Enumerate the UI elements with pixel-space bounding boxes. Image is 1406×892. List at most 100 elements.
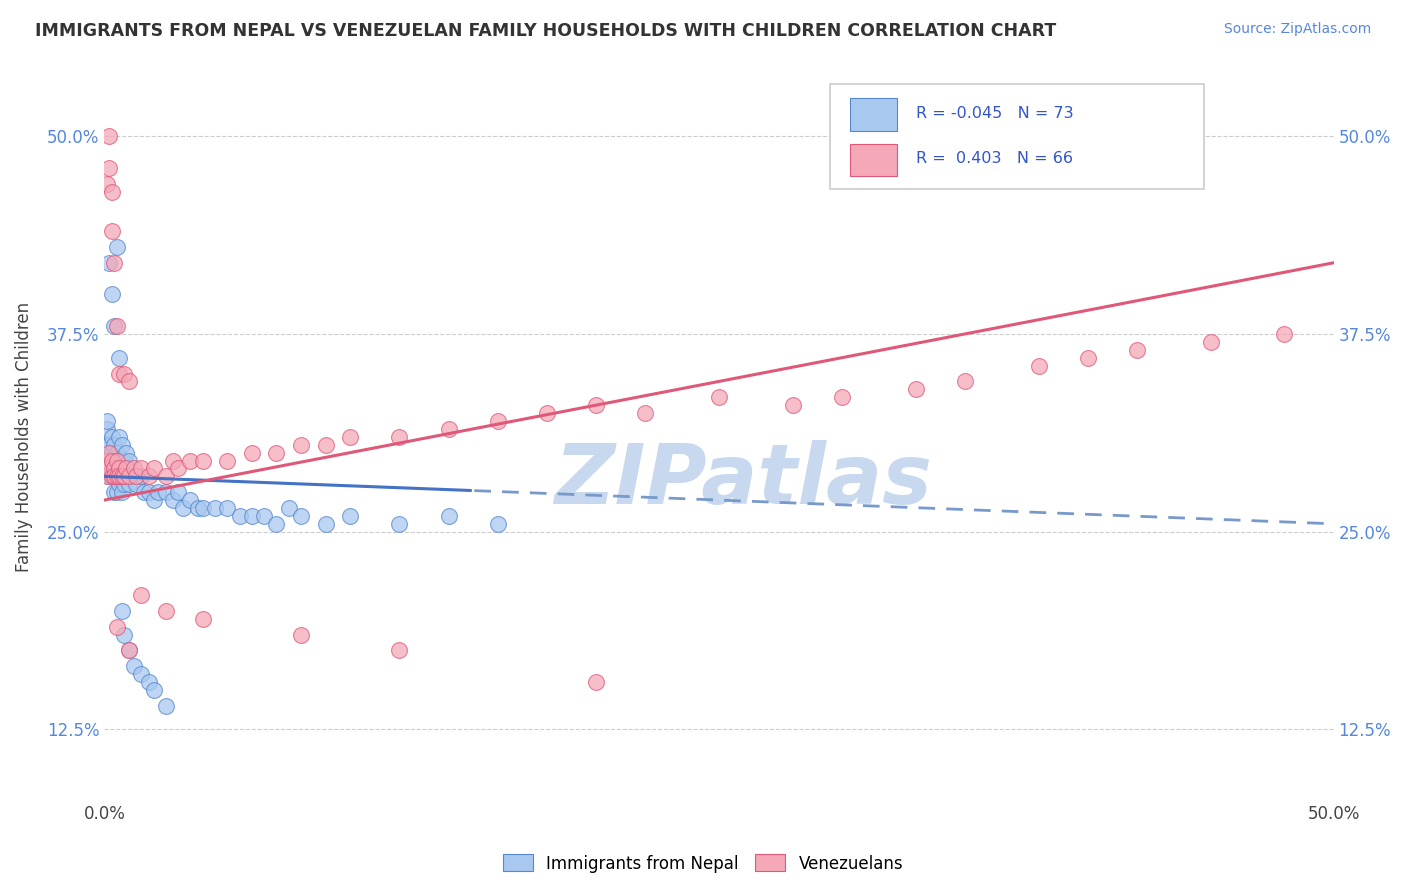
Y-axis label: Family Households with Children: Family Households with Children [15, 301, 32, 572]
Point [96, 414, 118, 428]
Point [585, 675, 607, 690]
Bar [851, 98, 897, 131]
Point [240, 508, 263, 523]
Point [1199, 334, 1222, 349]
Point [100, 224, 122, 238]
Point [98, 461, 121, 475]
Point [155, 698, 177, 713]
Point [266, 445, 288, 459]
Point [315, 516, 337, 531]
Point [125, 477, 148, 491]
Point [110, 485, 132, 500]
Point [98, 256, 121, 270]
Point [108, 430, 131, 444]
Point [105, 469, 128, 483]
Point [112, 453, 135, 467]
Point [388, 643, 411, 657]
Point [96, 422, 118, 436]
Point [105, 485, 128, 500]
Point [122, 659, 145, 673]
Point [110, 461, 132, 475]
Point [290, 438, 312, 452]
Point [118, 477, 141, 491]
Point [108, 351, 131, 365]
Point [108, 477, 131, 491]
Point [105, 453, 128, 467]
Point [129, 588, 152, 602]
FancyBboxPatch shape [830, 84, 1205, 189]
Point [118, 643, 141, 657]
Point [98, 469, 121, 483]
Point [110, 604, 132, 618]
Point [167, 461, 190, 475]
Point [108, 453, 131, 467]
Point [315, 438, 337, 452]
Point [187, 500, 209, 515]
Point [105, 453, 128, 467]
Point [118, 375, 141, 389]
Point [1272, 326, 1295, 341]
Point [904, 382, 927, 396]
Point [112, 477, 135, 491]
Point [129, 469, 152, 483]
Point [191, 612, 214, 626]
Point [96, 453, 118, 467]
Bar [851, 144, 897, 176]
Point [217, 453, 239, 467]
Point [1028, 359, 1050, 373]
Point [115, 461, 138, 475]
Point [103, 438, 125, 452]
Point [953, 375, 976, 389]
Legend: Immigrants from Nepal, Venezuelans: Immigrants from Nepal, Venezuelans [496, 847, 910, 880]
Point [98, 461, 121, 475]
Point [179, 493, 201, 508]
Point [118, 643, 141, 657]
Point [831, 390, 853, 404]
Point [172, 500, 194, 515]
Point [486, 516, 509, 531]
Point [112, 627, 135, 641]
Point [277, 500, 299, 515]
Point [388, 516, 411, 531]
Point [142, 461, 165, 475]
Point [191, 453, 214, 467]
Point [138, 469, 160, 483]
Point [634, 406, 657, 420]
Point [100, 430, 122, 444]
Point [103, 469, 125, 483]
Point [266, 516, 288, 531]
Point [105, 319, 128, 334]
Point [108, 461, 131, 475]
Point [100, 469, 122, 483]
Text: Source: ZipAtlas.com: Source: ZipAtlas.com [1223, 22, 1371, 37]
Point [110, 438, 132, 452]
Point [155, 604, 177, 618]
Point [103, 469, 125, 483]
Point [179, 453, 201, 467]
Point [217, 500, 239, 515]
Point [486, 414, 509, 428]
Point [125, 469, 148, 483]
Point [707, 390, 730, 404]
Point [96, 469, 118, 483]
Point [437, 508, 460, 523]
Point [96, 461, 118, 475]
Point [1126, 343, 1149, 357]
Point [132, 485, 155, 500]
Point [108, 367, 131, 381]
Point [105, 240, 128, 254]
Point [100, 185, 122, 199]
Point [100, 469, 122, 483]
Text: ZIPatlas: ZIPatlas [554, 440, 932, 521]
Point [112, 367, 135, 381]
Point [96, 177, 118, 191]
Point [167, 485, 190, 500]
Point [204, 500, 226, 515]
Point [122, 461, 145, 475]
Point [115, 469, 138, 483]
Point [98, 161, 121, 175]
Point [96, 453, 118, 467]
Point [290, 627, 312, 641]
Text: R = -0.045   N = 73: R = -0.045 N = 73 [915, 105, 1073, 120]
Point [96, 438, 118, 452]
